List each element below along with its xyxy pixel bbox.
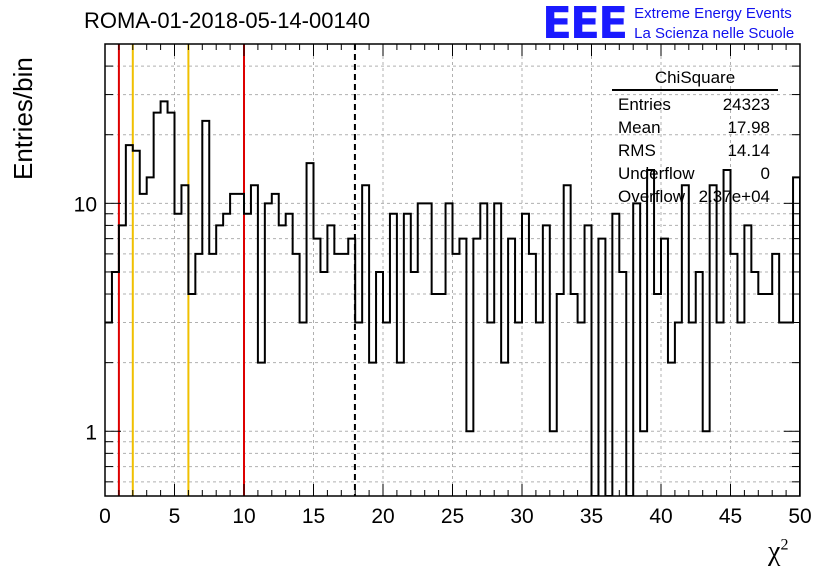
x-tick-label: 45 <box>719 505 742 528</box>
logo-line-2: La Scienza nelle Scuole <box>634 25 795 42</box>
plot-title: ROMA-01-2018-05-14-00140 <box>84 8 371 33</box>
stats-label: Mean <box>618 118 661 137</box>
eee-logo-mark: EEE <box>542 0 628 49</box>
x-tick-label: 40 <box>649 505 672 528</box>
x-tick-label: 10 <box>232 505 255 528</box>
stats-value: 14.14 <box>727 141 770 160</box>
stats-label: Underflow <box>618 164 695 183</box>
x-tick-label: 0 <box>99 505 111 528</box>
eee-logo: EEE Extreme Energy Events La Scienza nel… <box>542 2 794 46</box>
logo-line-1: Extreme Energy Events <box>634 5 792 22</box>
x-tick-label: 50 <box>788 505 811 528</box>
y-tick-label: 10 <box>74 193 97 216</box>
eee-logo-text: Extreme Energy Events La Scienza nelle S… <box>634 2 794 44</box>
stats-row-entries: Entries 24323 <box>612 93 778 116</box>
stats-row-overflow: Overflow 2.37e+04 <box>612 185 778 208</box>
stats-value: 2.37e+04 <box>698 187 770 206</box>
stats-label: Overflow <box>618 187 686 206</box>
stats-label: Entries <box>618 95 671 114</box>
x-tick-label: 35 <box>580 505 603 528</box>
stats-row-rms: RMS 14.14 <box>612 139 778 162</box>
x-tick-label: 25 <box>441 505 464 528</box>
stats-label: RMS <box>618 141 656 160</box>
stats-title: ChiSquare <box>612 68 778 91</box>
x-axis-label: χ2 <box>768 536 789 567</box>
stats-value: 0 <box>760 164 770 183</box>
stats-value: 17.98 <box>727 118 770 137</box>
y-axis-label: Entries/bin <box>8 57 38 180</box>
stats-row-underflow: Underflow 0 <box>612 162 778 185</box>
stats-value: 24323 <box>722 95 770 114</box>
stats-row-mean: Mean 17.98 <box>612 116 778 139</box>
stats-box: ChiSquare Entries 24323 Mean 17.98 RMS 1… <box>612 68 778 208</box>
x-tick-label: 30 <box>510 505 533 528</box>
y-tick-label: 1 <box>85 421 97 444</box>
histogram-line <box>105 100 800 496</box>
x-tick-label: 15 <box>302 505 325 528</box>
x-tick-label: 5 <box>169 505 181 528</box>
x-tick-label: 20 <box>371 505 394 528</box>
